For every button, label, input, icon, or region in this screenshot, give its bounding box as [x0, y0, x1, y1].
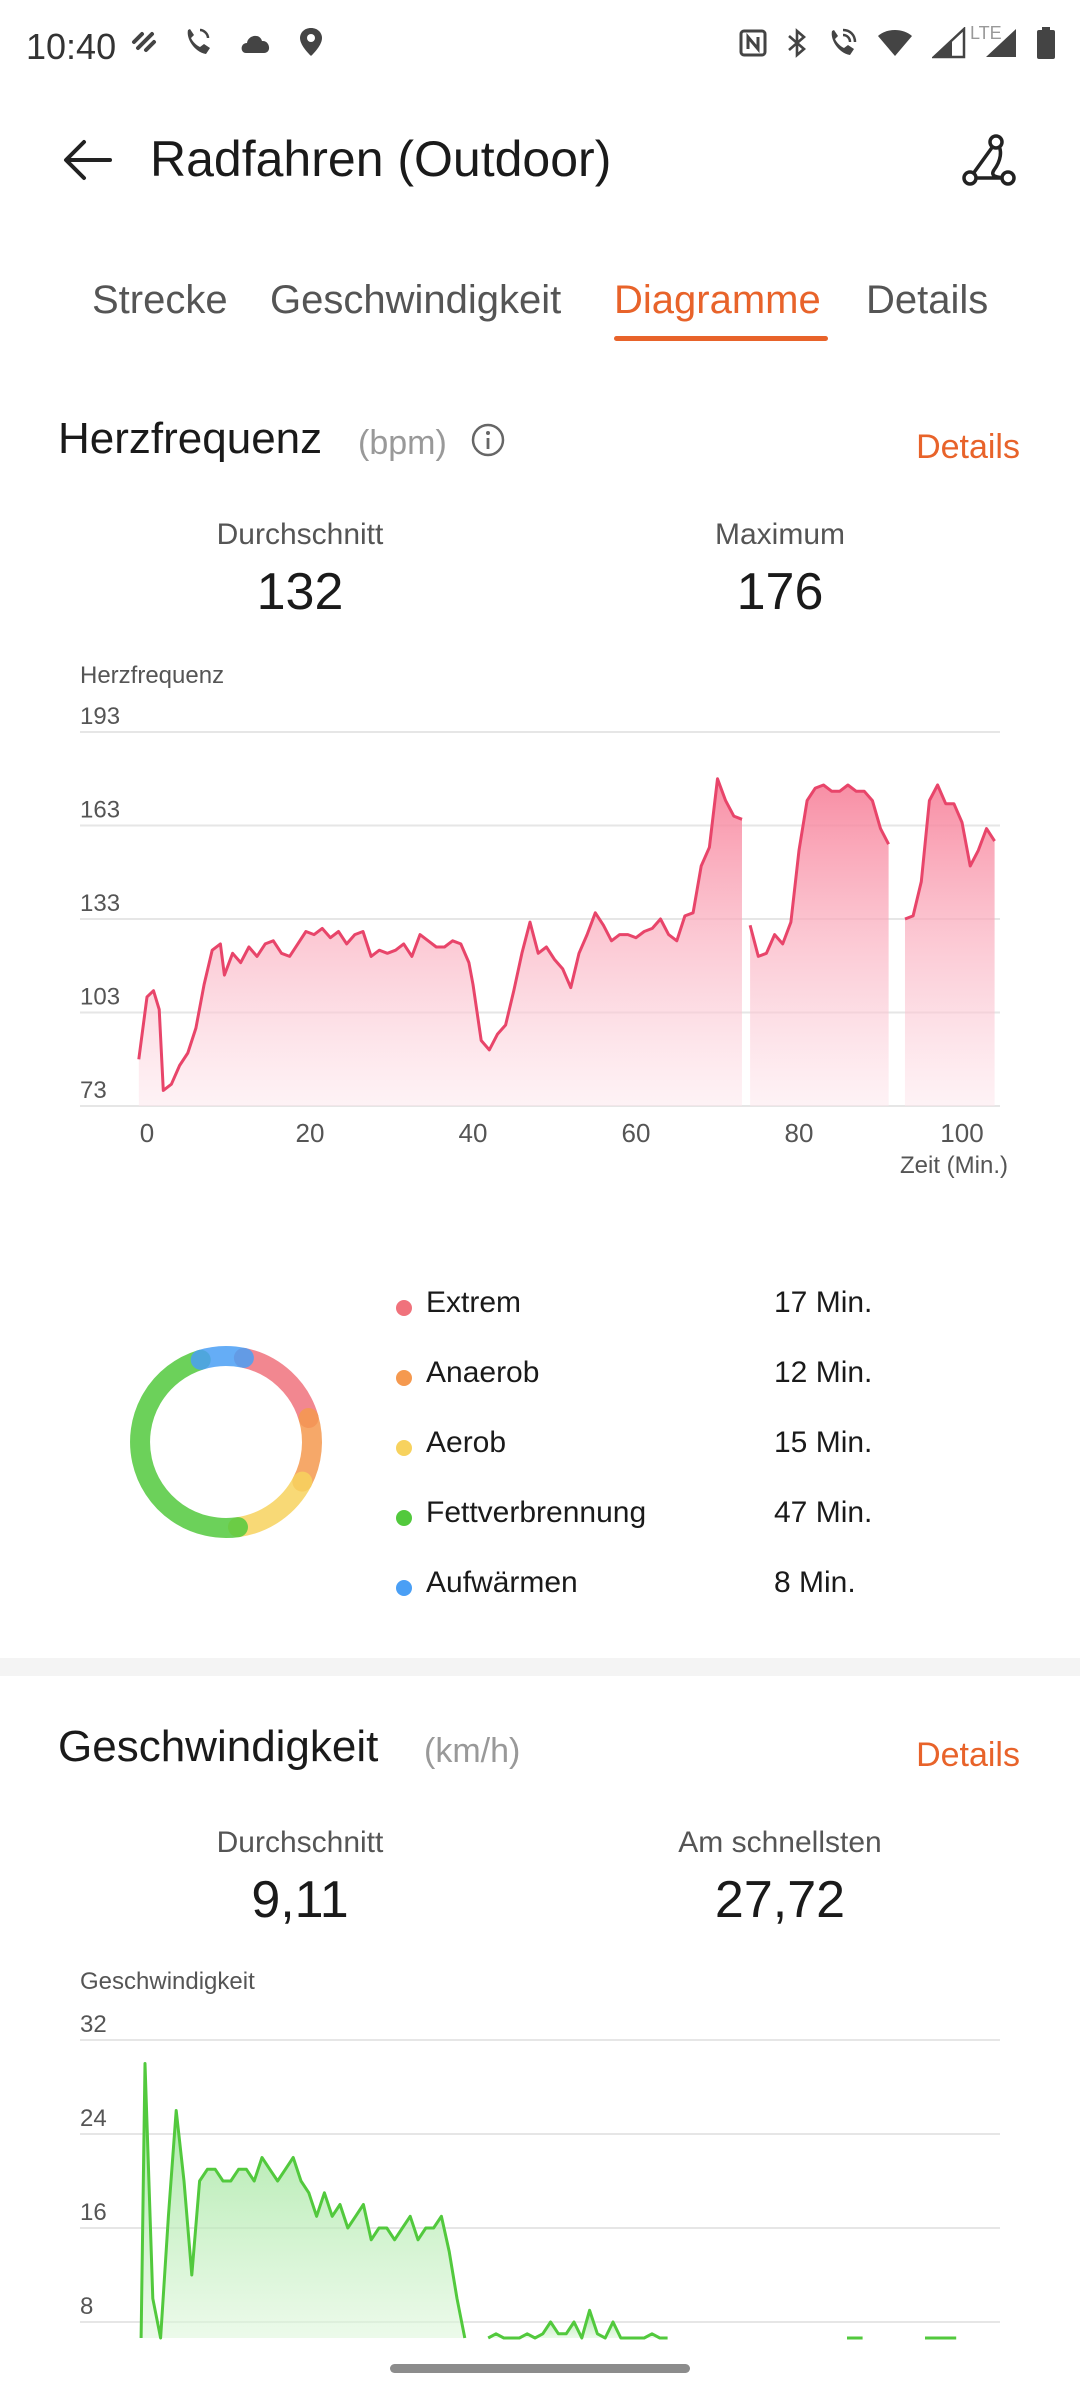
speed-chart: 32 24 16 8: [80, 2011, 1000, 2340]
hr-ytick: 103: [80, 984, 120, 1011]
hr-line: [137, 777, 743, 1092]
hr-xtick: 60: [622, 1118, 651, 1148]
hr-line: [904, 783, 996, 921]
speed-line: [487, 2308, 668, 2340]
lte-label: LTE: [970, 23, 1002, 43]
zone-row: Extrem 17 Min.: [396, 1286, 916, 1336]
hr-max-label: Maximum: [714, 518, 845, 551]
zone-color-dot: [396, 1440, 412, 1456]
zone-color-dot: [396, 1370, 412, 1386]
back-arrow-icon[interactable]: [58, 130, 118, 190]
speed-ytick: 8: [80, 2293, 93, 2320]
hr-xtick: 0: [140, 1118, 154, 1148]
status-time: 10:40: [26, 26, 117, 67]
zone-slice: [233, 1347, 319, 1429]
speed-ytick: 16: [80, 2199, 107, 2226]
hr-avg-value: 132: [256, 563, 344, 621]
zone-color-dot: [396, 1510, 412, 1526]
zone-duration: 15 Min.: [774, 1426, 873, 1459]
status-icons-right: LTE: [738, 23, 1056, 60]
zone-slice: [130, 1349, 248, 1538]
tab-strecke[interactable]: Strecke: [92, 278, 228, 322]
hr-area: [904, 785, 995, 1106]
cloud-icon: [241, 35, 270, 53]
hr-ytick: 133: [80, 890, 120, 917]
zone-duration: 8 Min.: [774, 1566, 856, 1599]
zone-name: Aerob: [426, 1426, 507, 1459]
zone-slice: [227, 1471, 313, 1538]
hr-area: [138, 778, 743, 1106]
hr-xtick: 40: [459, 1118, 488, 1148]
zone-name: Anaerob: [426, 1356, 540, 1389]
home-indicator[interactable]: [390, 2364, 690, 2373]
heart-rate-title: Herzfrequenz: [58, 414, 323, 463]
zone-row: Aufwärmen 8 Min.: [396, 1566, 916, 1616]
hr-chart-caption: Herzfrequenz: [80, 662, 225, 689]
page-title: Radfahren (Outdoor): [150, 131, 612, 187]
section-divider: [0, 1658, 1080, 1676]
hr-line: [748, 783, 890, 958]
hr-area: [750, 785, 889, 1106]
zone-name: Extrem: [426, 1286, 522, 1319]
hr-x-unit-label: Zeit (Min.): [900, 1152, 1008, 1179]
speed-chart-caption: Geschwindigkeit: [80, 1968, 255, 1995]
speed-max-value: 27,72: [714, 1871, 846, 1929]
speed-ytick: 32: [80, 2011, 107, 2038]
hr-max-value: 176: [736, 563, 824, 621]
zone-duration: 47 Min.: [774, 1496, 873, 1529]
speed-title: Geschwindigkeit: [58, 1722, 379, 1771]
speed-area: [488, 2310, 668, 2338]
speed-avg-value: 9,11: [251, 1871, 349, 1929]
zone-color-dot: [396, 1580, 412, 1596]
zone-name: Fettverbrennung: [426, 1496, 647, 1529]
speed-avg-label: Durchschnitt: [216, 1826, 384, 1859]
wifi-call-icon: [187, 28, 210, 54]
nfc-icon: [739, 29, 767, 57]
hr-xtick: 80: [785, 1118, 814, 1148]
zone-row: Aerob 15 Min.: [396, 1426, 916, 1476]
tab-geschwindigkeit[interactable]: Geschwindigkeit: [270, 278, 562, 322]
zone-color-dot: [396, 1300, 412, 1316]
battery-icon: [1037, 27, 1055, 59]
tab-active-indicator: [614, 336, 828, 341]
wifi-icon: [878, 30, 912, 56]
hr-zones-donut: [130, 1346, 322, 1538]
tab-details[interactable]: Details: [866, 278, 989, 322]
tab-bar: Strecke Geschwindigkeit Diagramme Detail…: [0, 278, 1080, 358]
heart-rate-details-link[interactable]: Details: [916, 428, 1020, 466]
signal-icon-2: [986, 29, 1016, 57]
hr-ytick: 73: [80, 1077, 107, 1104]
heart-rate-unit: (bpm): [358, 424, 447, 462]
zone-row: Fettverbrennung 47 Min.: [396, 1496, 916, 1546]
bluetooth-icon: [788, 28, 806, 58]
hr-xtick: 100: [940, 1118, 983, 1148]
zone-duration: 17 Min.: [774, 1286, 873, 1319]
info-icon[interactable]: [470, 422, 506, 458]
zone-duration: 12 Min.: [774, 1356, 873, 1389]
hr-ytick: 193: [80, 703, 120, 730]
speed-unit: (km/h): [424, 1732, 521, 1770]
speed-line: [139, 2062, 467, 2340]
speed-ytick: 24: [80, 2105, 107, 2132]
heart-rate-chart: 193 163 133 103 73 0 20 40 60 80 100: [80, 703, 1000, 1148]
route-icon[interactable]: [956, 128, 1020, 192]
hr-ytick: 163: [80, 797, 120, 824]
wifi-calling-icon: [831, 28, 857, 55]
signal-icon-1: [932, 27, 966, 59]
speed-max-label: Am schnellsten: [678, 1826, 882, 1859]
tab-diagramme[interactable]: Diagramme: [614, 278, 821, 322]
location-icon: [300, 28, 322, 56]
speed-area: [141, 2063, 465, 2338]
zone-name: Aufwärmen: [426, 1566, 578, 1599]
hr-avg-label: Durchschnitt: [216, 518, 384, 551]
zone-row: Anaerob 12 Min.: [396, 1356, 916, 1406]
speed-details-link[interactable]: Details: [916, 1736, 1020, 1774]
vibrate-icon: [132, 32, 156, 52]
hr-xtick: 20: [296, 1118, 325, 1148]
status-icons-left: [130, 26, 324, 58]
zone-slice: [190, 1346, 254, 1370]
